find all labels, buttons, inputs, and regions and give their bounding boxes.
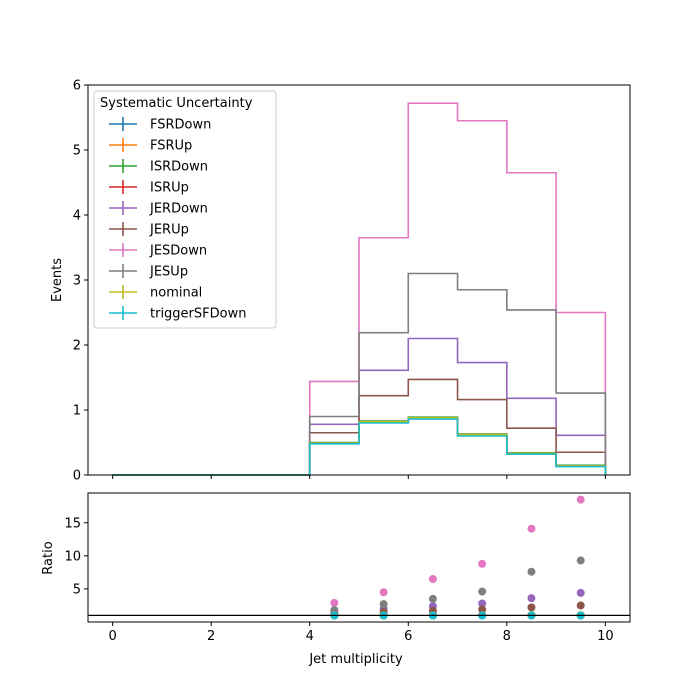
legend-label-jerdown: JERDown (149, 202, 208, 217)
ratio-point-jesdown-2 (428, 575, 437, 583)
legend-label-triggersfdown: triggerSFDown (150, 307, 246, 322)
x-tick-label-0: 0 (108, 629, 116, 644)
legend-entry-jesup: JESUp (109, 264, 188, 280)
ratio-point-jerup-3 (478, 605, 487, 614)
ratio-plot-frame (87, 492, 631, 623)
legend-title: Systematic Uncertainty (100, 96, 253, 111)
x-tick-label-8: 8 (503, 629, 511, 644)
x-tick-label-6: 6 (404, 629, 412, 644)
ratio-point-jerup-4 (527, 603, 536, 612)
ratio-y-tick-label-15: 15 (64, 516, 81, 531)
ratio-point-jerup-5 (576, 601, 585, 610)
legend-entry-isrup: ISRUp (109, 180, 189, 196)
legend-entry-jerdown: JERDown (109, 201, 208, 217)
ratio-point-jesdown-1 (379, 588, 388, 597)
ratio-point-jesup-1 (379, 600, 388, 609)
ratio-y-axis-label: Ratio (41, 541, 56, 574)
legend-label-isrdown: ISRDown (150, 160, 208, 175)
ratio-point-jerdown-5 (576, 588, 585, 597)
main-y-tick-label-0: 0 (73, 469, 81, 484)
legend-entry-nominal: nominal (109, 285, 202, 301)
main-y-tick-label-1: 1 (73, 404, 81, 419)
ratio-point-jesup-5 (576, 556, 585, 565)
ratio-point-jerdown-3 (478, 599, 487, 608)
x-tick-label-10: 10 (597, 629, 614, 644)
legend-items: FSRDown FSRUp ISRDown ISRUp JERDown JERUp JESD… (109, 117, 246, 322)
legend-label-jerup: JERUp (149, 223, 189, 238)
main-y-tick-label-5: 5 (73, 144, 81, 159)
legend-label-nominal: nominal (150, 286, 202, 301)
legend-entry-fsrup: FSRUp (109, 138, 192, 154)
legend-label-fsrup: FSRUp (150, 139, 192, 154)
ratio-y-tick-label-10: 10 (64, 549, 81, 564)
x-axis-label: Jet multiplicity (308, 652, 403, 667)
main-y-tick-label-4: 4 (73, 209, 81, 224)
legend-entry-jesdown: JESDown (109, 243, 207, 259)
ratio-point-jesdown-3 (478, 559, 487, 568)
ratio-points (330, 495, 585, 620)
ratio-point-jesup-3 (478, 587, 487, 596)
ratio-y-tick-label-5: 5 (73, 582, 81, 597)
ratio-point-jesdown-4 (527, 524, 536, 533)
ratio-point-jesdown-0 (330, 598, 339, 607)
main-y-axis-label: Events (50, 258, 65, 302)
legend-entry-jerup: JERUp (109, 222, 189, 238)
x-tick-label-4: 4 (306, 629, 314, 644)
main-y-tick-label-3: 3 (73, 274, 81, 289)
ratio-point-jesup-2 (428, 594, 437, 603)
main-panel: 0 1 2 3 4 5 6 Events (50, 79, 631, 484)
main-x-tick-marks (112, 475, 606, 479)
legend-label-jesdown: JESDown (149, 244, 207, 259)
main-y-tick-label-2: 2 (73, 339, 81, 354)
main-y-tick-label-6: 6 (73, 79, 81, 94)
legend-label-fsrdown: FSRDown (150, 118, 211, 133)
ratio-panel: 0 2 4 6 8 10 5 10 15 Ratio Jet multiplicity (41, 492, 631, 667)
ratio-point-jerdown-4 (527, 594, 536, 603)
legend-entry-fsrdown: FSRDown (109, 117, 211, 133)
legend-box (93, 90, 277, 329)
ratio-point-jesup-4 (527, 567, 536, 576)
x-tick-label-2: 2 (207, 629, 215, 644)
ratio-point-jesdown-5 (576, 495, 585, 504)
legend: Systematic Uncertainty FSRDown FSRUp ISRDo… (93, 90, 277, 329)
legend-label-isrup: ISRUp (150, 181, 189, 196)
ratio-x-axis-ticks: 0 2 4 6 8 10 (108, 622, 614, 644)
main-y-axis-ticks: 0 1 2 3 4 5 6 (73, 79, 88, 484)
legend-entry-triggersfdown: triggerSFDown (109, 306, 246, 322)
legend-entry-isrdown: ISRDown (109, 159, 208, 175)
legend-label-jesup: JESUp (149, 265, 188, 280)
ratio-y-axis-ticks: 5 10 15 (64, 516, 88, 597)
